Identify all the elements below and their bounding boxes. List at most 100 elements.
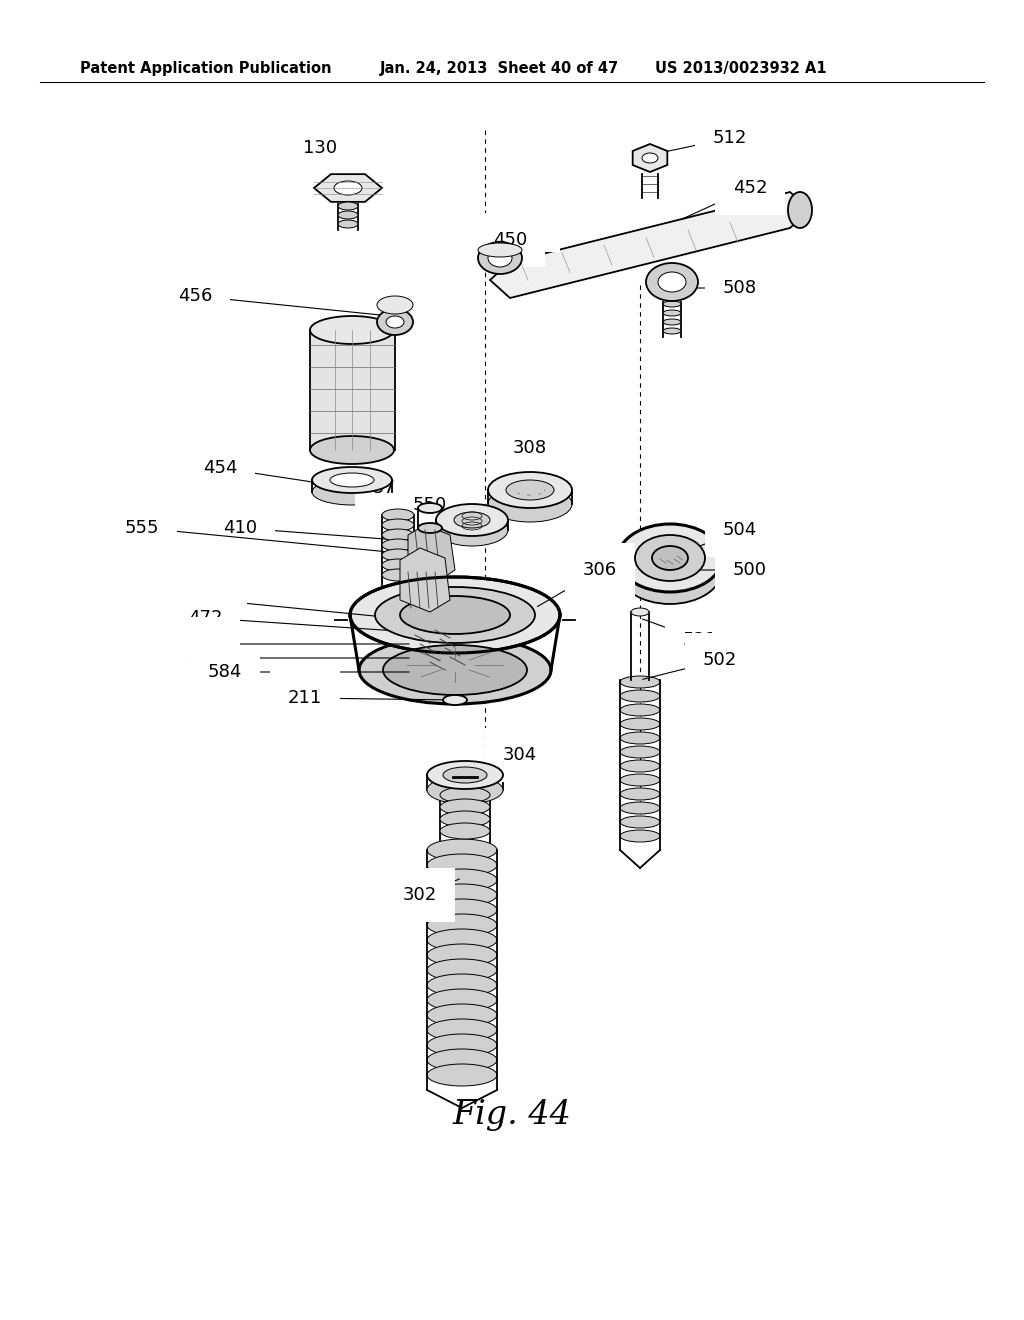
Text: Patent Application Publication: Patent Application Publication [80, 61, 332, 75]
Text: 308: 308 [513, 440, 547, 457]
Ellipse shape [427, 960, 497, 981]
Text: 450: 450 [493, 231, 527, 249]
Ellipse shape [334, 181, 362, 195]
Ellipse shape [427, 899, 497, 921]
Ellipse shape [620, 774, 660, 785]
Ellipse shape [478, 242, 522, 275]
Ellipse shape [427, 944, 497, 966]
Ellipse shape [383, 645, 527, 696]
Text: 306: 306 [583, 561, 617, 579]
Ellipse shape [400, 597, 510, 634]
Ellipse shape [620, 690, 660, 702]
Ellipse shape [382, 510, 414, 521]
Polygon shape [408, 525, 455, 579]
Ellipse shape [646, 263, 698, 301]
Text: 304: 304 [503, 746, 538, 764]
Ellipse shape [454, 512, 490, 528]
Text: 452: 452 [733, 180, 767, 197]
Ellipse shape [478, 243, 522, 257]
Text: 410: 410 [223, 519, 257, 537]
Ellipse shape [359, 636, 551, 704]
Ellipse shape [350, 577, 560, 653]
Ellipse shape [620, 718, 660, 730]
Ellipse shape [427, 854, 497, 876]
Ellipse shape [440, 787, 490, 803]
Text: US 2013/0023932 A1: US 2013/0023932 A1 [655, 61, 826, 75]
Text: 500: 500 [733, 561, 767, 579]
Ellipse shape [427, 869, 497, 891]
Text: 454: 454 [203, 459, 238, 477]
Text: 502: 502 [702, 651, 737, 669]
Ellipse shape [382, 549, 414, 561]
Ellipse shape [310, 436, 394, 465]
Ellipse shape [620, 676, 660, 688]
Ellipse shape [620, 803, 660, 814]
Polygon shape [400, 548, 450, 612]
Ellipse shape [427, 929, 497, 950]
Ellipse shape [312, 467, 392, 492]
Ellipse shape [436, 513, 508, 546]
Ellipse shape [620, 746, 660, 758]
Ellipse shape [620, 816, 660, 828]
Ellipse shape [338, 220, 358, 228]
Text: 474: 474 [187, 649, 222, 667]
Text: 302: 302 [402, 886, 437, 904]
Ellipse shape [658, 272, 686, 292]
Ellipse shape [338, 211, 358, 219]
Ellipse shape [427, 974, 497, 997]
Ellipse shape [488, 249, 512, 267]
Text: 504: 504 [723, 521, 757, 539]
Ellipse shape [427, 776, 503, 804]
Ellipse shape [427, 1034, 497, 1056]
Ellipse shape [618, 536, 722, 605]
Ellipse shape [443, 696, 467, 705]
Text: Jan. 24, 2013  Sheet 40 of 47: Jan. 24, 2013 Sheet 40 of 47 [380, 61, 620, 75]
Ellipse shape [418, 523, 442, 533]
Ellipse shape [382, 558, 414, 572]
Ellipse shape [440, 822, 490, 840]
Polygon shape [490, 191, 810, 298]
Text: 510: 510 [508, 216, 542, 234]
Ellipse shape [427, 1005, 497, 1026]
Ellipse shape [663, 301, 681, 308]
Ellipse shape [377, 309, 413, 335]
Ellipse shape [427, 1064, 497, 1086]
Text: 470: 470 [195, 591, 229, 609]
Ellipse shape [620, 760, 660, 772]
Ellipse shape [436, 504, 508, 536]
Ellipse shape [427, 762, 503, 789]
Ellipse shape [620, 830, 660, 842]
Ellipse shape [418, 503, 442, 513]
Ellipse shape [427, 989, 497, 1011]
Ellipse shape [488, 486, 572, 521]
Text: 130: 130 [303, 139, 337, 157]
Ellipse shape [330, 473, 374, 487]
Ellipse shape [382, 569, 414, 581]
Text: 521: 521 [683, 631, 717, 649]
Text: 550: 550 [413, 496, 447, 513]
Ellipse shape [377, 296, 413, 314]
Ellipse shape [440, 810, 490, 828]
Ellipse shape [375, 587, 535, 643]
Ellipse shape [427, 840, 497, 861]
Polygon shape [310, 330, 395, 450]
Text: 508: 508 [723, 279, 757, 297]
Ellipse shape [386, 315, 404, 327]
Text: 570: 570 [373, 479, 408, 498]
Ellipse shape [635, 535, 705, 581]
Text: 472: 472 [187, 609, 222, 627]
Ellipse shape [427, 1019, 497, 1041]
Ellipse shape [427, 884, 497, 906]
Ellipse shape [631, 609, 649, 616]
Ellipse shape [310, 315, 394, 345]
Ellipse shape [382, 539, 414, 550]
Ellipse shape [663, 310, 681, 315]
Ellipse shape [642, 153, 658, 162]
Polygon shape [633, 144, 668, 172]
Ellipse shape [382, 529, 414, 541]
Ellipse shape [440, 799, 490, 814]
Ellipse shape [620, 788, 660, 800]
Ellipse shape [663, 327, 681, 334]
Ellipse shape [488, 473, 572, 508]
Text: 562: 562 [183, 635, 217, 653]
